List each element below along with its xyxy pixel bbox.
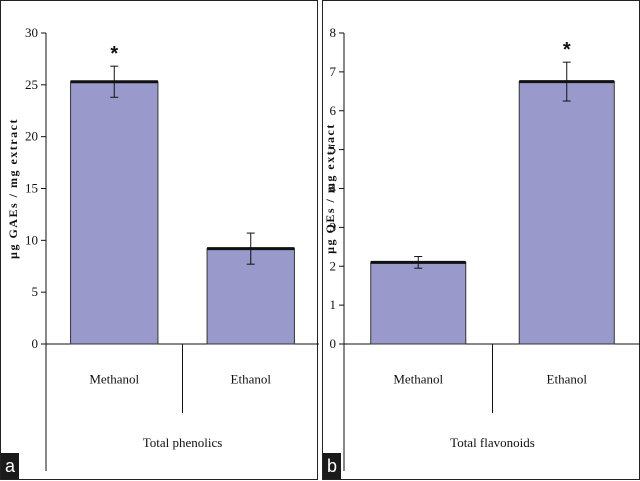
chart-panel-a: 0 5 10 15 20 25 30 µg GAEs / mg extract * Methano…	[0, 0, 319, 480]
x-category-label: Ethanol	[231, 372, 272, 387]
y-axis-title: µg GAEs / mg extract	[6, 118, 20, 259]
y-tick-label: 15	[25, 181, 38, 196]
x-category-label: Ethanol	[547, 372, 588, 387]
x-group-label: Total flavonoids	[450, 435, 535, 450]
y-tick-label: 2	[330, 258, 337, 273]
y-tick-label: 6	[330, 103, 337, 118]
x-group-label: Total phenolics	[143, 435, 223, 450]
y-tick-label: 3	[330, 219, 337, 234]
y-tick-label: 0	[32, 336, 39, 351]
bar-methanol	[70, 81, 159, 345]
chart-panel-b: 0 1 2 3 4 5 6 7 8 µg QEs / mg extract Methanol * Eth…	[322, 0, 640, 480]
x-category-label: Methanol	[393, 372, 443, 387]
y-tick-label: 10	[25, 232, 38, 247]
y-tick-label: 1	[330, 297, 337, 312]
y-tick-label: 7	[330, 64, 337, 79]
chart-a-svg: 0 5 10 15 20 25 30 µg GAEs / mg extract * Methano…	[6, 25, 319, 471]
y-tick-label: 30	[25, 25, 38, 40]
y-tick-label: 8	[330, 25, 337, 40]
panel-tag-a: a	[1, 453, 19, 479]
bar-methanol	[370, 261, 467, 345]
panel-tag-b: b	[323, 453, 341, 479]
significance-marker: *	[563, 39, 571, 61]
y-tick-label: 0	[330, 336, 337, 351]
y-tick-label: 5	[330, 142, 337, 157]
y-axis-title: µg QEs / mg extract	[323, 123, 337, 254]
y-tick-label: 20	[25, 129, 38, 144]
significance-marker: *	[110, 43, 118, 65]
bar-ethanol	[518, 81, 615, 345]
y-tick-label: 5	[32, 284, 39, 299]
y-tick-label: 4	[330, 181, 337, 196]
chart-b-svg: 0 1 2 3 4 5 6 7 8 µg QEs / mg extract Methanol * Eth…	[323, 25, 640, 471]
y-tick-label: 25	[25, 77, 38, 92]
x-category-label: Methanol	[89, 372, 139, 387]
